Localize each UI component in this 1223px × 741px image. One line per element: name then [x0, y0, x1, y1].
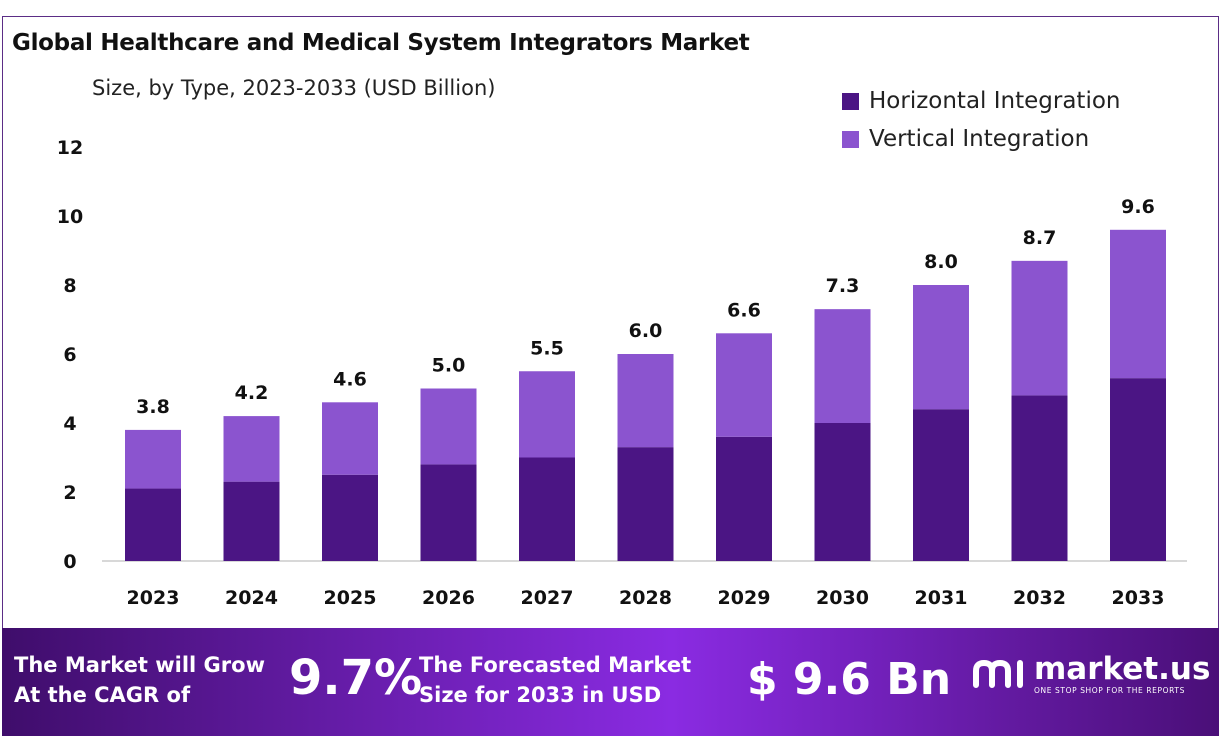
x-tick-label: 2024 [225, 587, 278, 609]
y-tick-label: 12 [57, 137, 83, 159]
total-data-label: 8.7 [1023, 227, 1057, 249]
x-tick-label: 2025 [324, 587, 377, 609]
legend-swatch-horizontal [842, 92, 859, 110]
bar-horizontal-integration [716, 436, 772, 561]
market-us-logo-icon [973, 659, 1023, 688]
legend-swatch-vertical [842, 130, 859, 148]
x-tick-label: 2033 [1112, 587, 1165, 609]
bar-vertical-integration [519, 371, 575, 458]
bar-vertical-integration [223, 416, 280, 482]
bar-vertical-integration [125, 429, 181, 489]
chart-subtitle: Size, by Type, 2023-2033 (USD Billion) [92, 76, 496, 100]
bar-vertical-integration [420, 388, 477, 465]
forecast-value: $ 9.6 Bn [747, 654, 952, 705]
cagr-label-line2: At the CAGR of [14, 683, 191, 707]
total-data-label: 3.8 [136, 396, 170, 418]
total-data-label: 4.6 [333, 368, 367, 390]
x-tick-label: 2030 [816, 587, 869, 609]
forecast-label: The Forecasted Market Size for 2033 in U… [419, 650, 691, 710]
bar-vertical-integration [1011, 260, 1068, 396]
y-tick-label: 0 [63, 551, 76, 573]
bar-vertical-integration [716, 333, 772, 437]
total-data-label: 8.0 [924, 251, 958, 273]
cagr-label: The Market will Grow At the CAGR of [14, 650, 265, 710]
y-tick-label: 6 [63, 344, 76, 366]
bar-vertical-integration [322, 402, 378, 475]
legend-item-vertical: Vertical Integration [842, 120, 1120, 158]
total-data-label: 7.3 [826, 275, 860, 297]
cagr-label-line1: The Market will Grow [14, 653, 265, 677]
bar-horizontal-integration [519, 457, 575, 561]
forecast-label-line2: Size for 2033 in USD [419, 683, 662, 707]
x-tick-label: 2032 [1013, 587, 1066, 609]
bar-horizontal-integration [420, 464, 477, 561]
x-tick-label: 2031 [915, 587, 968, 609]
total-data-label: 5.0 [432, 355, 466, 377]
bar-horizontal-integration [814, 423, 871, 561]
bar-horizontal-integration [617, 447, 674, 561]
bar-vertical-integration [814, 309, 871, 423]
y-tick-label: 4 [63, 413, 76, 435]
legend-label-horizontal: Horizontal Integration [869, 88, 1121, 114]
y-tick-label: 10 [57, 206, 83, 228]
bar-horizontal-integration [913, 409, 969, 561]
chart-legend: Horizontal Integration Vertical Integrat… [842, 82, 1120, 158]
legend-label-vertical: Vertical Integration [869, 126, 1090, 152]
bar-horizontal-integration [223, 481, 280, 561]
total-data-label: 9.6 [1121, 196, 1155, 218]
market-us-logo: market.us ONE STOP SHOP FOR THE REPORTS [970, 654, 1210, 695]
total-data-label: 6.0 [629, 320, 663, 342]
bar-horizontal-integration [1110, 378, 1166, 561]
bar-vertical-integration [1110, 229, 1166, 379]
y-tick-label: 8 [63, 275, 76, 297]
cagr-value: 9.7% [289, 650, 423, 706]
logo-tagline: ONE STOP SHOP FOR THE REPORTS [1034, 686, 1185, 695]
legend-item-horizontal: Horizontal Integration [842, 82, 1120, 120]
bar-chart: 0 2 4 6 8 10 12 3.8 2023 4.2 2024 4.6 2025 5.0 2026 5.5… [57, 137, 1187, 609]
bar-horizontal-integration [125, 488, 181, 561]
summary-banner: The Market will Grow At the CAGR of 9.7%… [2, 628, 1219, 736]
x-tick-label: 2029 [718, 587, 771, 609]
x-tick-label: 2023 [127, 587, 180, 609]
y-tick-label: 2 [63, 482, 76, 504]
x-tick-label: 2028 [619, 587, 672, 609]
logo-name: market.us [1034, 651, 1211, 687]
chart-title: Global Healthcare and Medical System Int… [12, 30, 750, 56]
bar-horizontal-integration [322, 474, 378, 561]
total-data-label: 5.5 [530, 337, 564, 359]
x-tick-label: 2027 [521, 587, 574, 609]
x-tick-label: 2026 [422, 587, 475, 609]
bar-vertical-integration [617, 354, 674, 448]
bar-vertical-integration [913, 285, 969, 410]
total-data-label: 4.2 [235, 382, 269, 404]
forecast-label-line1: The Forecasted Market [419, 653, 692, 677]
bar-horizontal-integration [1011, 395, 1068, 561]
total-data-label: 6.6 [727, 299, 761, 321]
